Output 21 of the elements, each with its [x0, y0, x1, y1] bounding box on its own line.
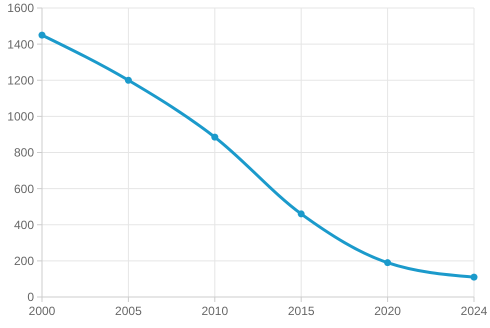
point: [384, 259, 392, 266]
y-tick-label: 1200: [7, 73, 34, 88]
y-tick-label: 1000: [7, 110, 34, 124]
y-tick-label: 600: [14, 182, 34, 196]
y-tick-label: 800: [14, 146, 34, 160]
y-tick-label: 200: [14, 254, 34, 268]
x-tick-label: 2005: [115, 304, 142, 318]
y-tick-label: 0: [27, 290, 34, 304]
point: [470, 274, 478, 281]
point: [38, 32, 46, 39]
y-tick-label: 1400: [7, 37, 34, 52]
x-tick-label: 2000: [28, 304, 56, 318]
point: [124, 76, 132, 84]
point: [211, 134, 218, 141]
x-tick-label: 2024: [460, 304, 488, 318]
x-tick-label: 2020: [374, 304, 402, 318]
x-tick-label: 2010: [201, 304, 228, 318]
y-tick-label: 400: [14, 218, 34, 232]
x-tick-label: 2015: [288, 304, 315, 318]
y-tick-label: 1600: [7, 1, 34, 16]
point: [298, 210, 305, 218]
